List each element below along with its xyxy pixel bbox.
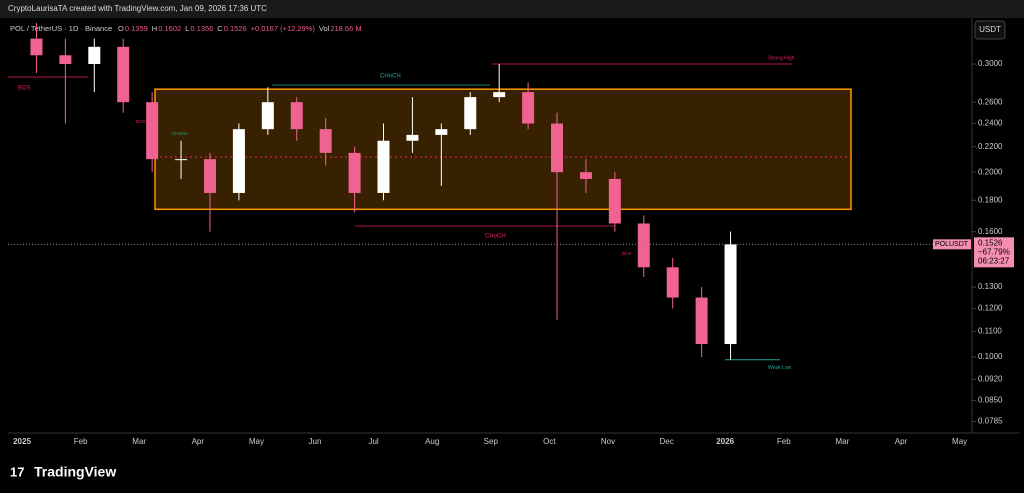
last-price-countdown: 06:23:27 <box>978 256 1010 265</box>
candle-body <box>348 152 361 193</box>
x-tick-label: Nov <box>601 437 615 446</box>
candle-body <box>608 178 621 224</box>
y-tick-label: 0.2400 <box>978 119 1003 128</box>
candle-body <box>88 46 101 65</box>
x-tick-label: Mar <box>132 437 146 446</box>
x-tick-label: Apr <box>192 437 205 446</box>
logo: 17 TradingView <box>10 464 116 480</box>
y-tick-label: 0.1100 <box>978 327 1002 336</box>
ohlc-close-label: C <box>217 24 223 33</box>
last-price-name-box <box>933 239 971 250</box>
top-bar <box>0 0 1024 18</box>
ohlc-vol-label: Vol <box>319 24 330 33</box>
candle-body <box>522 92 535 124</box>
candle-body <box>406 134 419 141</box>
candle-body <box>493 92 506 98</box>
x-tick-label: Dec <box>659 437 673 446</box>
annotation: BOS <box>18 86 31 92</box>
ohlc-high-label: H <box>152 24 157 33</box>
candle-body <box>175 159 188 161</box>
ohlc-close: 0.1526 <box>224 24 247 33</box>
ohlc-open-label: O <box>118 24 124 33</box>
y-tick-label: 0.0850 <box>978 395 1003 404</box>
credit: CryptoLaurisaTA created with TradingView… <box>8 4 267 13</box>
candle-body <box>146 102 159 160</box>
x-tick-label: Sep <box>484 437 499 446</box>
y-tick-label: 0.1200 <box>978 304 1003 313</box>
annotation: BOS <box>622 251 632 256</box>
y-tick-label: 0.2000 <box>978 167 1003 176</box>
ohlc-low: 0.1356 <box>190 24 213 33</box>
logo-text: TradingView <box>34 464 116 480</box>
y-tick-label: 0.2600 <box>978 97 1003 106</box>
x-tick-label: Feb <box>777 437 791 446</box>
y-tick-label: 0.3000 <box>978 59 1003 68</box>
last-price-box <box>974 237 1014 268</box>
x-tick-label: Aug <box>425 437 439 446</box>
y-tick-label: 0.1000 <box>978 352 1003 361</box>
candle-body <box>30 38 43 56</box>
ohlc-change: +0.0167 (+12.29%) <box>251 24 316 33</box>
annotation: CHoCH <box>485 234 506 240</box>
candle-body <box>637 223 650 268</box>
symbol: POL / TetherUS · 1D · Binance <box>10 24 112 33</box>
candle-body <box>261 102 274 130</box>
candle-body <box>464 97 477 130</box>
x-tick-label: 2025 <box>13 437 31 446</box>
x-tick-label: Feb <box>74 437 88 446</box>
candle-body <box>290 102 303 130</box>
x-tick-label: Jul <box>368 437 378 446</box>
x-tick-label: May <box>952 437 967 446</box>
candle-body <box>59 55 72 65</box>
logo-mark: 17 <box>10 464 24 479</box>
candle-body <box>579 172 592 179</box>
annotation: BOS <box>136 119 146 124</box>
candle-body <box>551 123 564 173</box>
x-tick-label: Mar <box>836 437 850 446</box>
last-price-value: 0.1526 <box>978 238 1003 247</box>
candle-body <box>203 159 216 193</box>
y-tick-label: 0.2200 <box>978 142 1003 151</box>
annotation: CHoCH <box>172 131 188 136</box>
last-price-name: POLUSDT <box>935 241 969 248</box>
candle-body <box>724 244 737 345</box>
currency: USDT <box>979 25 1001 34</box>
y-tick-label: 0.1300 <box>978 282 1003 291</box>
ohlc-legend: O 0.1359 H 0.1602 L 0.1356 C 0.1526 +0.0167 (+12… <box>118 24 362 33</box>
currency-box <box>974 20 1006 40</box>
candle-body <box>435 129 448 135</box>
candle-body <box>117 46 130 103</box>
x-tick-label: May <box>249 437 264 446</box>
strong-high-label: Strong High <box>768 55 795 61</box>
x-tick-label: Jun <box>309 437 322 446</box>
candle-body <box>666 267 679 298</box>
x-tick-label: Apr <box>895 437 908 446</box>
x-tick-label: 2026 <box>716 437 734 446</box>
y-tick-label: 0.1800 <box>978 195 1003 204</box>
candle-body <box>232 129 245 193</box>
ohlc-high: 0.1602 <box>158 24 181 33</box>
weak-low-label: Weak Low <box>768 365 792 371</box>
y-tick-label: 0.0920 <box>978 374 1003 383</box>
ohlc-open: 0.1359 <box>125 24 148 33</box>
candle-body <box>319 129 332 153</box>
annotation: CHoCH <box>380 74 401 80</box>
candle-body <box>377 140 390 193</box>
ohlc-volume: 218.66 M <box>330 24 361 33</box>
y-tick-label: 0.1600 <box>978 227 1003 236</box>
x-tick-label: Oct <box>543 437 556 446</box>
y-tick-label: 0.0785 <box>978 417 1003 426</box>
ohlc-low-label: L <box>185 24 189 33</box>
range-box <box>154 88 852 211</box>
last-price-change: −67.79% <box>978 247 1010 256</box>
candle-body <box>695 297 708 345</box>
